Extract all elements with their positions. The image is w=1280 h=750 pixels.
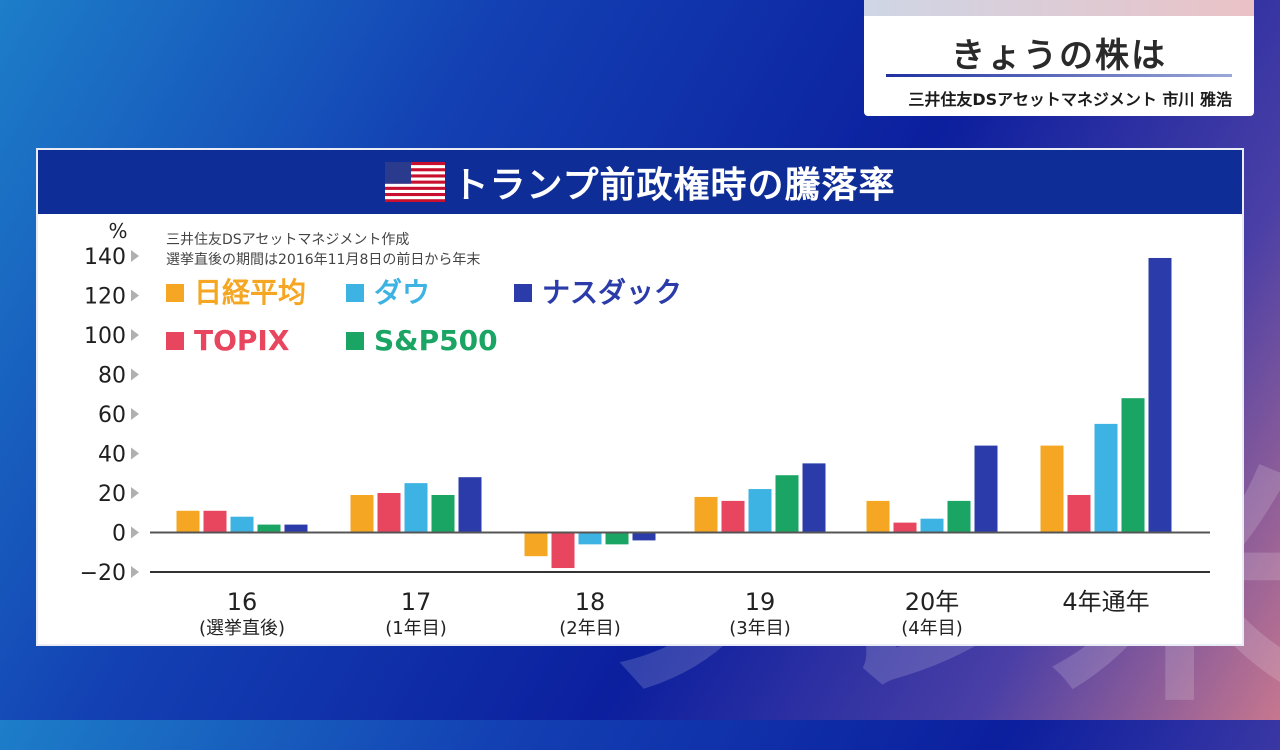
legend-label: TOPIX bbox=[194, 324, 290, 357]
bar bbox=[802, 463, 826, 533]
y-tick-label: 0 bbox=[112, 522, 126, 547]
legend-label: ダウ bbox=[374, 276, 430, 309]
presenter-label: 三井住友DSアセットマネジメント 市川 雅浩 bbox=[908, 90, 1232, 109]
header-top-strip bbox=[864, 0, 1254, 16]
y-tick-label: 60 bbox=[98, 403, 126, 428]
program-title: きょうの株は bbox=[951, 36, 1167, 76]
legend-label: S&P500 bbox=[374, 324, 498, 357]
chart-panel: トランプ前政権時の騰落率 % 140 120 100 80 60 40 20 0 −20 三井住友D… bbox=[36, 148, 1244, 646]
us-flag-icon bbox=[384, 162, 445, 202]
y-tick-marker bbox=[131, 250, 139, 262]
chart-title: トランプ前政権時の騰落率 bbox=[452, 165, 896, 206]
legend-swatch bbox=[346, 332, 364, 350]
y-tick-marker bbox=[131, 368, 139, 381]
y-tick-marker bbox=[131, 408, 139, 420]
bar bbox=[1094, 423, 1118, 533]
title-divider bbox=[886, 74, 1232, 77]
y-tick-label: 140 bbox=[84, 245, 126, 270]
x-category-sublabel: (選挙直後) bbox=[199, 618, 285, 639]
bar bbox=[284, 524, 308, 533]
x-category-label: 16 bbox=[227, 588, 258, 616]
bar bbox=[551, 532, 575, 569]
bar bbox=[920, 518, 944, 533]
y-tick-marker bbox=[131, 289, 139, 302]
bar bbox=[694, 496, 718, 533]
bar bbox=[1148, 257, 1172, 533]
chart-panel-header: トランプ前政権時の騰落率 bbox=[38, 150, 1242, 214]
x-category-sublabel: (2年目) bbox=[559, 618, 621, 639]
y-tick-label: 40 bbox=[98, 443, 126, 468]
bar bbox=[350, 494, 374, 533]
bar bbox=[404, 483, 428, 533]
y-tick-label: −20 bbox=[80, 561, 126, 586]
bar bbox=[230, 516, 254, 533]
legend-swatch bbox=[166, 332, 184, 350]
bar bbox=[893, 522, 917, 533]
chart-note: 三井住友DSアセットマネジメント作成 bbox=[166, 232, 409, 248]
bar bbox=[775, 475, 799, 533]
bar bbox=[578, 532, 602, 545]
x-category-label: 18 bbox=[575, 588, 606, 616]
bar bbox=[721, 500, 745, 533]
bar bbox=[632, 532, 656, 541]
bar bbox=[748, 489, 772, 533]
y-tick-marker bbox=[131, 329, 139, 341]
y-tick-marker bbox=[131, 447, 139, 460]
program-title-box: きょうの株は 三井住友DSアセットマネジメント 市川 雅浩 bbox=[864, 16, 1254, 116]
x-category-label: 17 bbox=[401, 588, 432, 616]
bar bbox=[176, 510, 200, 533]
y-tick-marker bbox=[131, 566, 139, 578]
legend-swatch bbox=[346, 284, 364, 302]
chart-plot: %140 120 100 80 60 40 20 0 −20 三井住友DSアセットマネジメント作成… bbox=[80, 219, 1210, 639]
x-category-label: 4年通年 bbox=[1062, 588, 1149, 616]
y-tick-marker bbox=[131, 526, 139, 539]
legend-label: ナスダック bbox=[542, 276, 682, 309]
x-category-sublabel: (3年目) bbox=[729, 618, 791, 639]
chart-note: 選挙直後の期間は2016年11月8日の前日から年末 bbox=[166, 251, 480, 268]
bar bbox=[605, 532, 629, 545]
bar bbox=[974, 445, 998, 533]
x-category-label: 20年 bbox=[905, 588, 960, 616]
bar bbox=[203, 510, 227, 533]
x-category-label: 19 bbox=[745, 588, 776, 616]
x-category-sublabel: (4年目) bbox=[901, 618, 963, 639]
bar bbox=[1067, 494, 1091, 533]
legend-swatch bbox=[166, 284, 184, 302]
y-tick-label: 20 bbox=[98, 482, 126, 507]
legend-label: 日経平均 bbox=[194, 276, 306, 309]
bar bbox=[866, 500, 890, 533]
bar bbox=[257, 524, 281, 533]
bar bbox=[947, 500, 971, 533]
bar bbox=[524, 532, 548, 557]
y-tick-label: 100 bbox=[84, 324, 126, 349]
bar bbox=[431, 494, 455, 533]
bar bbox=[1121, 398, 1145, 533]
legend-swatch bbox=[514, 284, 532, 302]
y-tick-label: 120 bbox=[84, 285, 126, 310]
y-tick-marker bbox=[131, 487, 139, 499]
y-unit-label: % bbox=[108, 219, 127, 243]
bar bbox=[377, 493, 401, 533]
bar bbox=[1040, 445, 1064, 533]
bar bbox=[458, 477, 482, 533]
x-category-sublabel: (1年目) bbox=[385, 618, 447, 639]
y-tick-label: 80 bbox=[98, 364, 126, 389]
